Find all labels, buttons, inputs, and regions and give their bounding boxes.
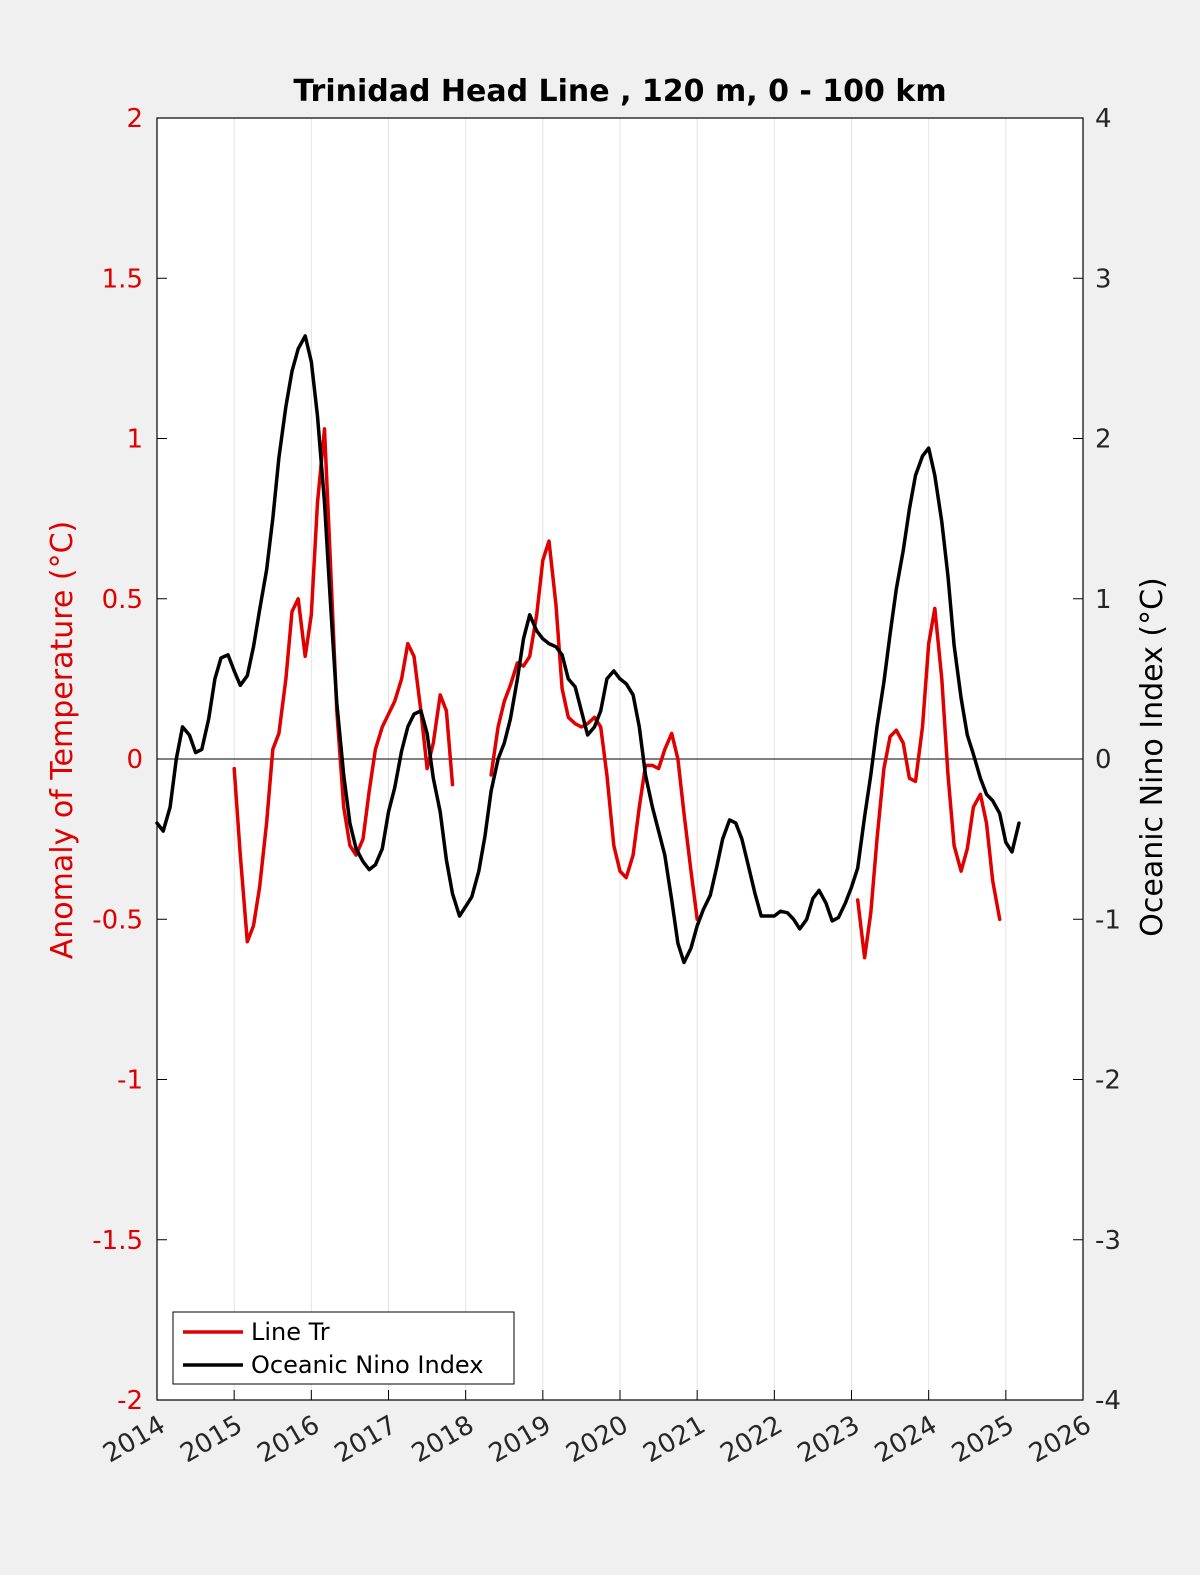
left-y-tick-label: -1.5	[92, 1226, 143, 1256]
x-tick-label: 2017	[330, 1410, 402, 1469]
left-y-tick-label: -0.5	[92, 905, 143, 935]
chart-title: Trinidad Head Line , 120 m, 0 - 100 km	[293, 74, 946, 109]
right-y-tick-label: 0	[1095, 745, 1112, 775]
left-y-tick-label: -2	[117, 1386, 143, 1416]
right-y-axis-label: Oceanic Nino Index (°C)	[1135, 577, 1170, 937]
x-tick-label: 2015	[175, 1410, 247, 1469]
legend-label-oni: Oceanic Nino Index	[251, 1351, 483, 1379]
right-y-tick-label: -2	[1095, 1066, 1121, 1096]
left-y-tick-label: 1.5	[102, 264, 143, 294]
left-y-axis-label: Anomaly of Temperature (°C)	[45, 521, 80, 960]
left-y-tick-label: 1	[126, 425, 143, 455]
x-tick-label: 2019	[484, 1410, 556, 1469]
x-tick-label: 2016	[253, 1410, 325, 1469]
series-line-line-tr	[232, 427, 455, 944]
x-tick-label: 2022	[716, 1410, 788, 1469]
x-tick-label: 2025	[947, 1410, 1019, 1469]
right-y-tick-label: 4	[1095, 104, 1112, 134]
series-line-line-tr	[489, 539, 699, 922]
right-y-tick-label: 2	[1095, 425, 1112, 455]
series-line-oni	[155, 334, 1021, 965]
left-y-tick-label: 0	[126, 745, 143, 775]
legend-box	[172, 1311, 515, 1385]
x-tick-label: 2020	[561, 1410, 633, 1469]
right-y-tick-label: -4	[1095, 1386, 1121, 1416]
right-y-tick-label: 1	[1095, 585, 1112, 615]
x-tick-label: 2024	[870, 1410, 942, 1469]
legend-label-line-tr: Line Tr	[251, 1318, 330, 1346]
x-tick-label: 2023	[793, 1410, 865, 1469]
series-layer	[155, 334, 1021, 965]
legend: Line Tr Oceanic Nino Index	[172, 1311, 515, 1385]
x-tick-label: 2021	[638, 1410, 710, 1469]
left-y-tick-label: -1	[117, 1066, 143, 1096]
left-y-tick-label: 0.5	[102, 585, 143, 615]
x-tick-label: 2014	[98, 1410, 170, 1469]
series-line-line-tr	[855, 606, 1002, 960]
left-y-tick-label: 2	[126, 104, 143, 134]
x-tick-label: 2018	[407, 1410, 479, 1469]
right-y-tick-label: 3	[1095, 264, 1112, 294]
x-tick-label: 2026	[1024, 1410, 1096, 1469]
right-y-tick-label: -1	[1095, 905, 1121, 935]
right-y-tick-label: -3	[1095, 1226, 1121, 1256]
